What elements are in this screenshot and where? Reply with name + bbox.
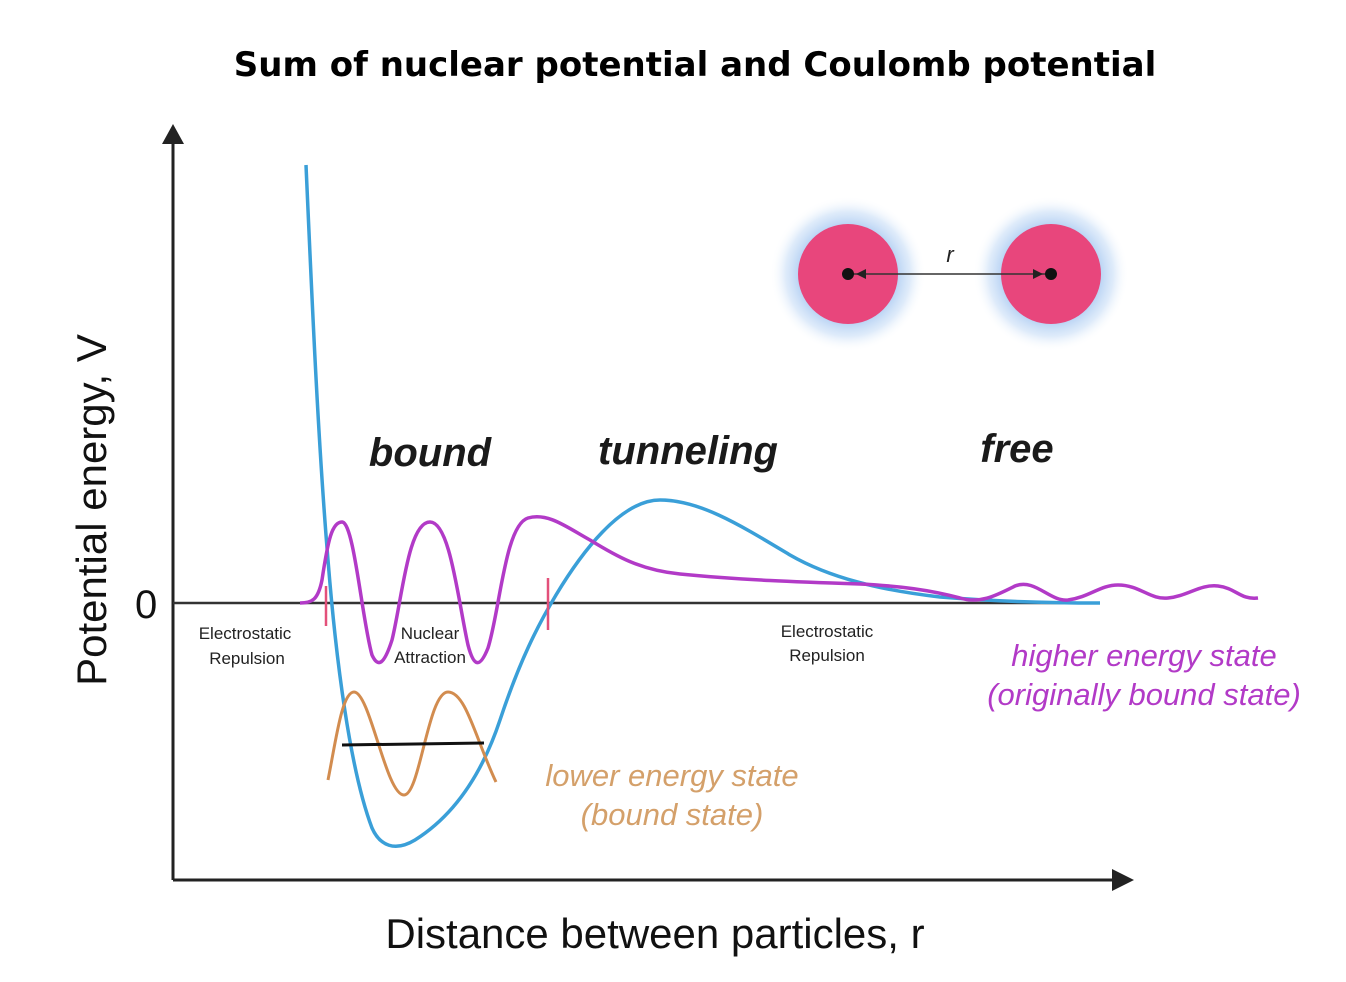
lower-energy-wave (326, 690, 498, 797)
lower-state-label-1: lower energy state (545, 758, 798, 793)
separation-arrow-right (1033, 269, 1043, 279)
diagram-title: Sum of nuclear potential and Coulomb pot… (234, 45, 1157, 85)
zero-tick-label: 0 (135, 583, 157, 627)
higher-state-label-2: (originally bound state) (987, 677, 1301, 712)
left-particle-center (842, 268, 854, 280)
y-axis-arrowhead (162, 124, 184, 144)
right-repulsion-label-2: Repulsion (789, 646, 865, 665)
potential-curve (304, 164, 1101, 848)
higher-state-label-1: higher energy state (1011, 638, 1276, 673)
attraction-label-2: Attraction (394, 648, 466, 667)
region-label-bound: bound (369, 431, 493, 475)
particle-illustration: r (770, 196, 1129, 352)
separation-label: r (946, 242, 955, 267)
right-repulsion-label-1: Electrostatic (781, 622, 874, 641)
attraction-label-1: Nuclear (401, 624, 460, 643)
x-axis-arrowhead (1112, 869, 1134, 891)
lower-state-label-2: (bound state) (581, 797, 764, 832)
axes (162, 124, 1134, 891)
left-repulsion-label-2: Repulsion (209, 649, 285, 668)
right-particle-center (1045, 268, 1057, 280)
region-label-tunneling: tunneling (598, 429, 778, 473)
lower-energy-level (341, 741, 485, 747)
x-axis-label: Distance between particles, r (385, 910, 924, 957)
region-label-free: free (980, 427, 1053, 471)
y-axis-label: Potential energy, V (68, 334, 115, 686)
separation-arrow-left (856, 269, 866, 279)
higher-energy-wave (299, 515, 1259, 665)
left-repulsion-label-1: Electrostatic (199, 624, 292, 643)
